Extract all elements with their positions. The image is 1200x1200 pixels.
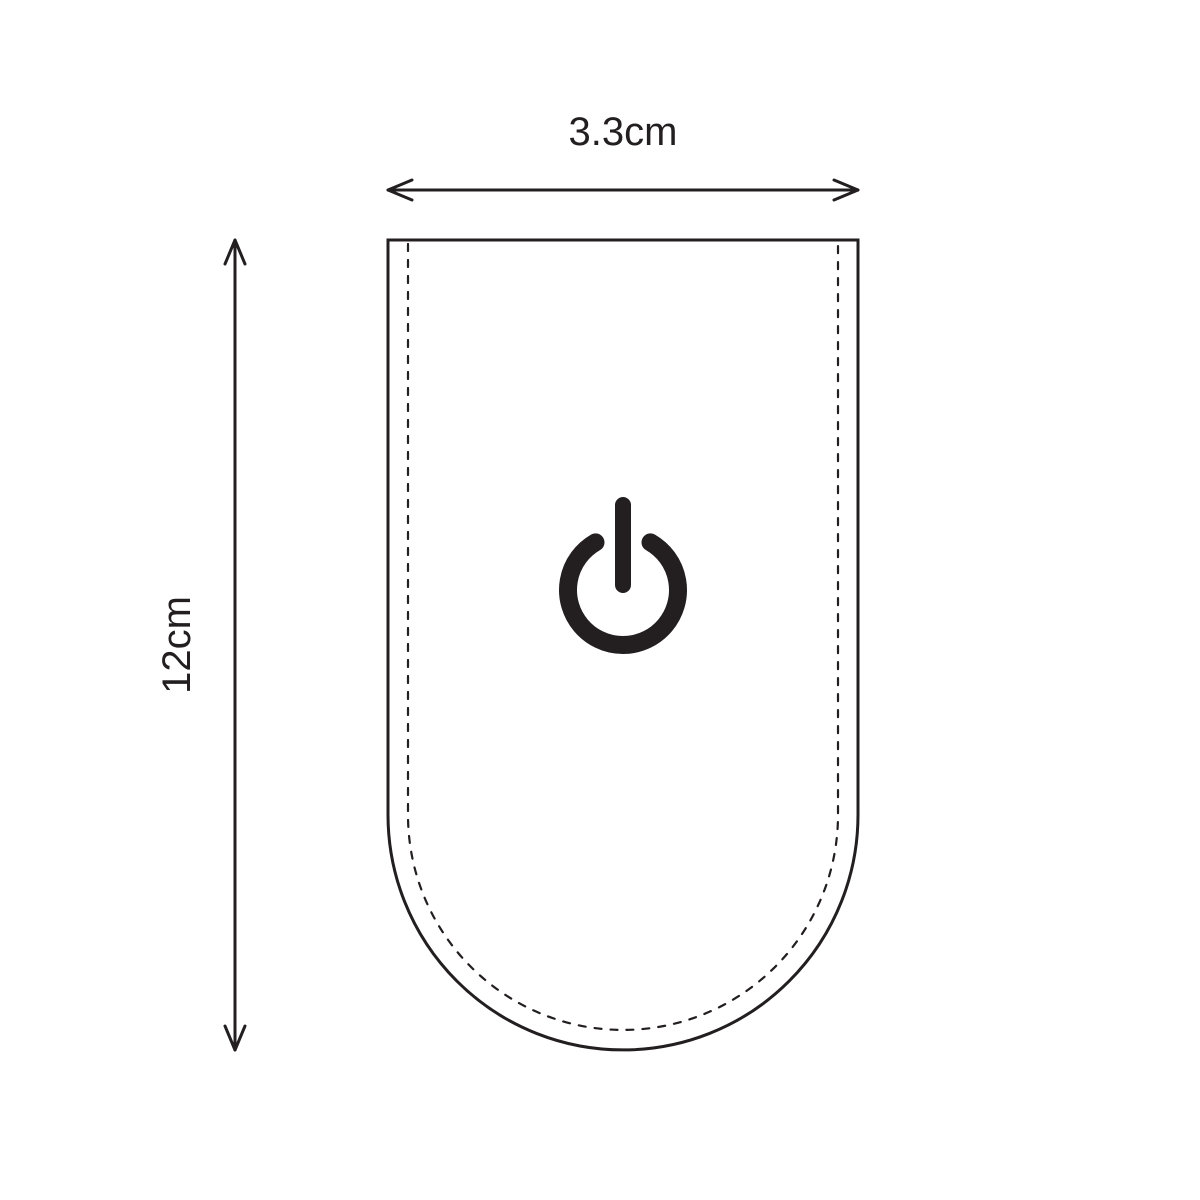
height-dimension-label: 12cm xyxy=(155,596,199,694)
height-dimension-arrow xyxy=(225,240,245,1050)
width-dimension-label: 3.3cm xyxy=(569,110,678,154)
power-icon xyxy=(568,505,678,645)
width-dimension-arrow xyxy=(388,180,858,200)
